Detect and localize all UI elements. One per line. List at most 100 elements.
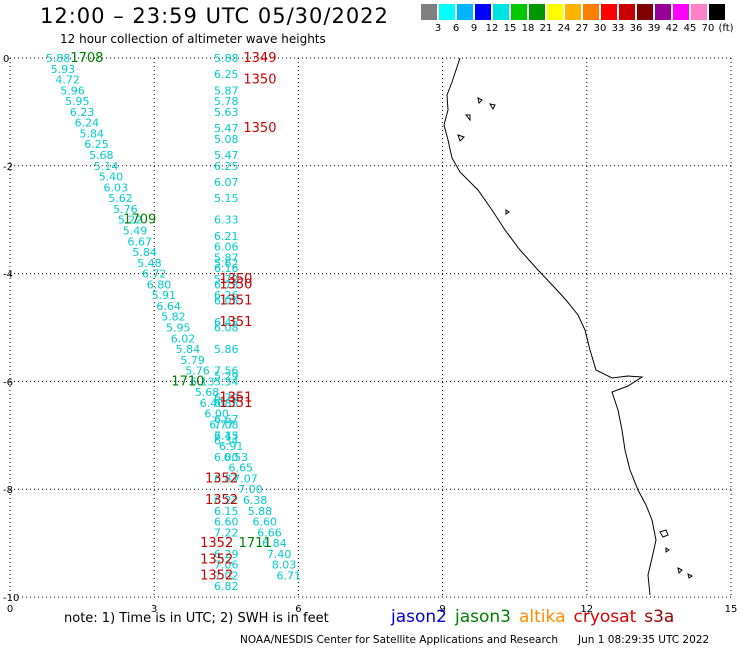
map-grid	[9, 57, 732, 598]
swh-value: 5.88	[214, 52, 239, 65]
color-swatch	[583, 4, 599, 20]
swh-value: 6.06	[214, 241, 239, 254]
swh-value: 5.14	[94, 160, 119, 173]
page-title: 12:00 – 23:59 UTC 05/30/2022	[40, 4, 389, 28]
swh-value: 6.72	[142, 268, 167, 281]
swh-values: 5.885.934.725.965.956.236.245.846.255.68…	[46, 52, 301, 593]
swh-value: 4.72	[55, 74, 80, 87]
swh-value: 6.00	[204, 408, 229, 421]
swh-value: 6.22	[214, 494, 239, 507]
swh-value: 5.15	[214, 192, 239, 205]
swh-value: 6.67	[214, 413, 239, 426]
island	[464, 114, 471, 122]
pass-time-label: 1352	[200, 552, 233, 567]
swh-value: 6.25	[84, 138, 109, 151]
swh-value: 5.47	[214, 149, 239, 162]
swh-value: 5.76	[113, 203, 138, 216]
island	[665, 547, 670, 553]
legend-entry-jason3: jason3	[455, 607, 511, 627]
swh-value: 6.26	[214, 289, 239, 302]
swh-value: 6.67	[128, 235, 153, 248]
x-tick-label: 0	[7, 604, 13, 615]
color-scale-label: 36	[629, 23, 643, 34]
color-swatch	[529, 4, 545, 20]
coastal-islands	[457, 97, 693, 579]
axis-ticks: 0 3 6 9 12 15 0 -2 -4 -6 -8 -10	[3, 54, 737, 615]
swh-value: 5.62	[108, 192, 133, 205]
swh-value: 7.22	[214, 526, 239, 539]
swh-value: 5.78	[214, 95, 239, 108]
swh-value: 5.48	[137, 257, 162, 270]
swh-value: 5.88	[46, 52, 71, 65]
swh-value: 6.80	[147, 278, 172, 291]
page-subtitle: 12 hour collection of altimeter wave hei…	[60, 32, 326, 46]
pass-time-label: 1350	[243, 73, 276, 88]
color-scale-label: 12	[485, 23, 499, 34]
swh-value: 7.02	[214, 569, 239, 582]
color-scale-label: 30	[593, 23, 607, 34]
swh-value: 5.84	[176, 343, 201, 356]
x-tick-label: 12	[580, 604, 593, 615]
swh-value: 6.23	[70, 106, 95, 119]
swh-value: 6.65	[228, 462, 253, 475]
pass-time-label: 1352	[200, 536, 233, 551]
color-swatch	[421, 4, 437, 20]
x-tick-label: 15	[725, 604, 738, 615]
island	[687, 573, 693, 579]
swh-value: 6.21	[214, 230, 239, 243]
swh-value: 6.73	[214, 278, 239, 291]
swh-value: 6.38	[243, 494, 268, 507]
color-scale-label: 15	[503, 23, 517, 34]
swh-value: 6.71	[277, 569, 302, 582]
time-labels: 1708170917101711134913501350135013501351…	[70, 51, 276, 583]
legend-entry-altika: altika	[519, 607, 566, 627]
pass-time-label: 1711	[239, 536, 272, 551]
swh-value: 5.84	[79, 127, 104, 140]
swh-value: 6.05	[214, 295, 239, 308]
y-tick-label: -8	[3, 485, 13, 496]
swh-value: 6.45	[214, 429, 239, 442]
pass-time-label: 1352	[205, 471, 238, 486]
island	[457, 134, 465, 142]
swh-value: 6.00	[214, 451, 239, 464]
swh-value: 5.62	[214, 257, 239, 270]
x-tick-label: 9	[439, 604, 445, 615]
swh-value: 7.40	[267, 548, 292, 561]
swh-value: 5.86	[214, 343, 239, 356]
swh-value: 6.60	[214, 516, 239, 529]
swh-value: 5.95	[65, 95, 90, 108]
color-swatch	[493, 4, 509, 20]
color-scale-label: (ft)	[718, 23, 734, 34]
color-scale-label: 33	[611, 23, 625, 34]
pass-time-label: 1352	[200, 568, 233, 583]
swh-value: 6.15	[214, 505, 239, 518]
swh-value: 7.07	[233, 472, 258, 485]
color-scale-label: 24	[557, 23, 571, 34]
color-swatch	[457, 4, 473, 20]
swh-value: 6.16	[214, 262, 239, 275]
swh-value: 6.25	[214, 160, 239, 173]
swh-value: 5.76	[185, 365, 210, 378]
swh-value: 6.91	[219, 440, 244, 453]
swh-value: 7.08	[214, 419, 239, 432]
swh-value: 5.08	[214, 133, 239, 146]
swh-value: 7.06	[214, 559, 239, 572]
swh-value: 5.40	[99, 171, 124, 184]
swh-value: 5.68	[195, 386, 220, 399]
color-scale-label: 18	[521, 23, 535, 34]
swh-value: 7.00	[238, 483, 263, 496]
color-swatch	[655, 4, 671, 20]
swh-value: 8.03	[272, 559, 297, 572]
swh-value: 5.34	[214, 375, 239, 388]
swh-value: 6.60	[253, 516, 278, 529]
pass-time-label: 1352	[205, 493, 238, 508]
swh-value: 6.45	[214, 316, 239, 329]
color-swatch	[673, 4, 689, 20]
swh-value: 6.03	[103, 181, 128, 194]
y-tick-label: -10	[3, 593, 19, 604]
island	[488, 103, 496, 111]
x-tick-label: 6	[295, 604, 301, 615]
satellite-legend: jason2 jason3 altika cryosat s3a	[391, 607, 682, 627]
color-scale-label: 9	[470, 23, 478, 34]
color-scale-label: 45	[683, 23, 697, 34]
